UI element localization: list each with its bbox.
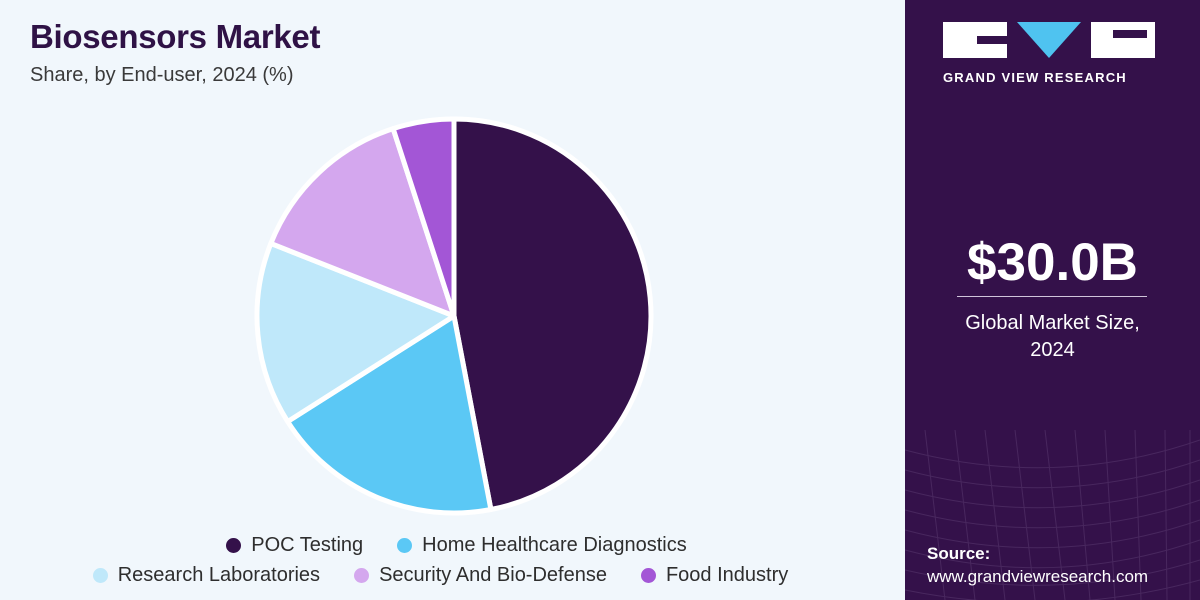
legend-label: Research Laboratories bbox=[117, 564, 321, 586]
pie-slice-food-industry bbox=[390, 116, 457, 319]
chart-panel: Biosensors Market Share, by End-user, 20… bbox=[0, 18, 893, 587]
pie-chart bbox=[254, 116, 654, 516]
logo-g-shape bbox=[943, 22, 1007, 58]
logo-v-triangle bbox=[1017, 22, 1081, 58]
brand-logo: GRAND VIEW RESEARCH bbox=[943, 22, 1163, 85]
source-label: Source: bbox=[927, 544, 991, 563]
legend-item-poc-testing: POC Testing bbox=[226, 534, 363, 557]
legend-row-2: Research Laboratories Security And Bio-D… bbox=[0, 564, 893, 587]
legend-item-food-industry: Food Industry bbox=[640, 564, 789, 587]
legend-item-security-biodefense: Security And Bio-Defense bbox=[354, 564, 607, 587]
pie-slice-research-laboratories bbox=[254, 240, 457, 425]
legend-row-1: POC Testing Home Healthcare Diagnostics bbox=[0, 534, 909, 557]
pie-slice-poc-testing bbox=[451, 116, 654, 513]
legend-label: Food Industry bbox=[665, 564, 789, 586]
pie-slice-home-healthcare-diagnostics bbox=[285, 313, 494, 516]
legend-swatch bbox=[226, 538, 242, 553]
legend-swatch bbox=[640, 568, 656, 583]
logo-r-shape bbox=[1091, 22, 1155, 58]
chart-title: Biosensors Market bbox=[30, 18, 321, 55]
divider-line bbox=[957, 296, 1147, 297]
legend-swatch bbox=[354, 568, 370, 583]
source-url[interactable]: www.grandviewresearch.com bbox=[927, 567, 1149, 586]
summary-panel: GRAND VIEW RESEARCH $30.0B Global Market… bbox=[905, 0, 1200, 600]
market-size-caption: Global Market Size, 2024 bbox=[905, 310, 1200, 364]
caption-line-1: Global Market Size, bbox=[965, 312, 1140, 334]
logo-mark bbox=[943, 22, 1163, 60]
legend-label: Home Healthcare Diagnostics bbox=[422, 534, 687, 556]
legend-item-research-labs: Research Laboratories bbox=[92, 564, 321, 587]
legend-swatch bbox=[92, 568, 108, 583]
chart-subtitle: Share, by End-user, 2024 (%) bbox=[30, 64, 294, 86]
legend-label: Security And Bio-Defense bbox=[379, 564, 607, 586]
brand-name: GRAND VIEW RESEARCH bbox=[943, 70, 1127, 85]
grid-pattern-decoration bbox=[905, 430, 1200, 600]
caption-line-2: 2024 bbox=[1030, 339, 1075, 361]
legend-swatch bbox=[397, 538, 413, 553]
market-size-value: $30.0B bbox=[967, 233, 1138, 292]
legend-item-home-healthcare: Home Healthcare Diagnostics bbox=[397, 534, 687, 557]
legend-label: POC Testing bbox=[251, 534, 364, 556]
